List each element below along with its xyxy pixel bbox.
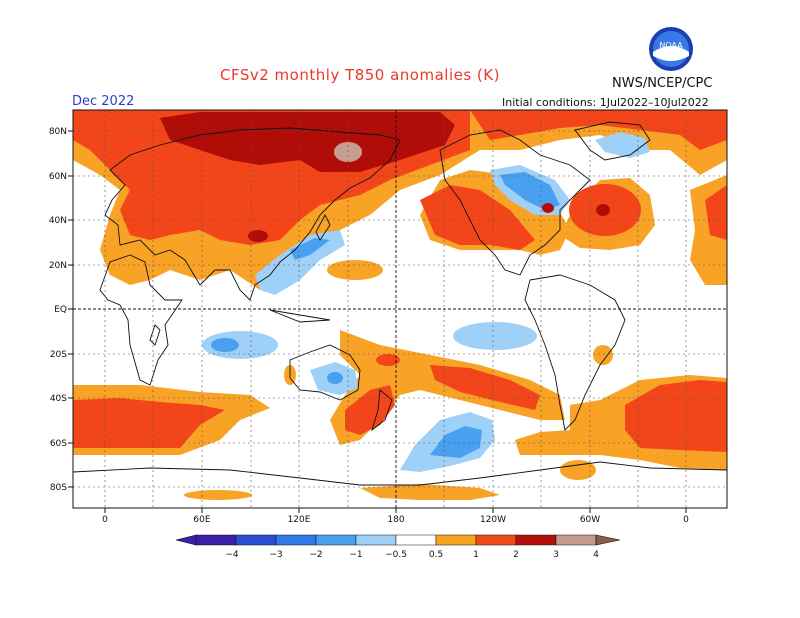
anomaly-darkred-siberia: [160, 112, 455, 172]
lat-label: 40S: [50, 394, 67, 404]
lat-label: 40N: [49, 216, 67, 226]
anomaly-orange-brazil: [593, 345, 613, 365]
coast-newzealand: [371, 389, 393, 432]
anomaly-field: [73, 110, 727, 500]
lon-label: 60E: [193, 515, 210, 525]
lat-label: EQ: [54, 305, 67, 315]
coast-samerica: [524, 274, 626, 431]
colorbar-arrow-low: [175, 534, 197, 546]
anomaly-blue-wpac: [255, 230, 345, 295]
anomaly-orange-npac: [327, 260, 383, 280]
lat-label: 60N: [49, 172, 67, 182]
noaa-logo: NOAA: [648, 26, 694, 72]
anomaly-blue-aust-core: [327, 372, 343, 384]
coast-australia: [289, 344, 361, 401]
colorbar-label: 4: [593, 550, 599, 560]
reference-lines: [73, 110, 727, 508]
coast-indonesia: [269, 309, 331, 323]
lat-label: 20S: [50, 350, 67, 360]
agency-label: NWS/NCEP/CPC: [612, 76, 713, 91]
anomaly-darkred-hudson: [542, 203, 554, 213]
coast-antarctica: [73, 461, 727, 486]
coast-africa: [99, 254, 183, 386]
lon-label: 180: [387, 515, 404, 525]
anomaly-red-so-atlantic: [73, 398, 225, 448]
anomaly-blue-so-pacific-core: [430, 426, 482, 458]
anomaly-orange-antarctic: [360, 484, 500, 500]
lon-ticks: [104, 508, 687, 513]
lat-label: 20N: [49, 261, 67, 271]
anomaly-orange-antarctic-w: [184, 490, 252, 500]
colorbar-segment: [475, 534, 517, 546]
map-title: CFSv2 monthly T850 anomalies (K): [220, 66, 500, 84]
coast-eurasia: [104, 127, 401, 301]
lon-label: 120W: [480, 515, 506, 525]
anomaly-red-so-east: [625, 380, 727, 452]
anomaly-orange-peninsula: [560, 460, 596, 480]
coast-madagascar: [149, 324, 161, 346]
lat-label: 80N: [49, 127, 67, 137]
gridlines: [73, 110, 727, 508]
colorbar-label: 0.5: [429, 550, 443, 560]
colorbar-segment: [395, 534, 437, 546]
colorbar-segment: [275, 534, 317, 546]
colorbar-label: 1: [473, 550, 479, 560]
colorbar-segment: [355, 534, 397, 546]
lon-label: 0: [102, 515, 108, 525]
logo-text: NOAA: [659, 41, 683, 50]
colorbar: −4 −3 −2 −1 −0.5 0.5 1 2 3 4: [175, 534, 621, 560]
anomaly-blue-indian: [202, 331, 278, 359]
coastlines: [73, 121, 727, 486]
colorbar-label: −4: [225, 550, 239, 560]
lon-tick-labels: 0 60E 120E 180 120W 60W 0: [102, 515, 689, 525]
lon-label: 120E: [288, 515, 311, 525]
lon-label: 60W: [580, 515, 600, 525]
colorbar-label: −1: [349, 550, 362, 560]
initial-conditions: Initial conditions: 1Jul2022–10Jul2022: [502, 96, 709, 109]
colorbar-segment: [235, 534, 277, 546]
colorbar-arrow-high: [595, 534, 621, 546]
colorbar-segment: [315, 534, 357, 546]
anomaly-red-eatl: [705, 185, 727, 240]
colorbar-label: −3: [269, 550, 282, 560]
lat-tick-labels: 80N 60N 40N 20N EQ 20S 40S 60S 80S: [49, 127, 67, 493]
anomaly-darkred-atlantic: [596, 204, 610, 216]
colorbar-segment: [195, 534, 237, 546]
coast-japan: [315, 214, 331, 241]
coast-namerica: [439, 129, 591, 276]
anomaly-red-coral: [376, 354, 400, 366]
anomaly-red-spcz: [430, 365, 540, 410]
colorbar-label: 2: [513, 550, 519, 560]
anomaly-blue-greenland: [595, 132, 650, 158]
colorbar-label: −2: [309, 550, 322, 560]
forecast-month: Dec 2022: [72, 94, 135, 109]
lat-label: 60S: [50, 439, 67, 449]
lat-label: 80S: [50, 483, 67, 493]
anomaly-blue-indian-core: [211, 338, 239, 352]
anomaly-red-arctic-east: [470, 110, 727, 150]
colorbar-segment: [555, 534, 597, 546]
colorbar-label: 3: [553, 550, 559, 560]
lon-label: 0: [683, 515, 689, 525]
anomaly-blue-canada-core: [500, 172, 560, 210]
lat-ticks: [68, 130, 73, 488]
colorbar-label: −0.5: [385, 550, 407, 560]
anomaly-red-namerica: [420, 185, 535, 250]
anomaly-blue-wpac-core: [290, 238, 330, 260]
colorbar-segment: [435, 534, 477, 546]
anomaly-darkred-china: [248, 230, 268, 242]
anomaly-red-tasman: [345, 385, 395, 435]
anomaly-blue-spac: [453, 322, 537, 350]
colorbar-segment: [515, 534, 557, 546]
coast-greenland: [574, 121, 651, 161]
